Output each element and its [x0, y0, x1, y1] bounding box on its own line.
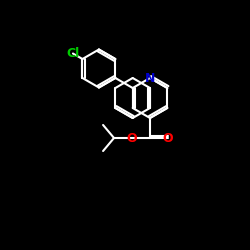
Text: N: N — [145, 72, 155, 85]
Text: O: O — [127, 132, 137, 144]
Text: Cl: Cl — [66, 47, 80, 60]
Text: O: O — [163, 132, 173, 144]
